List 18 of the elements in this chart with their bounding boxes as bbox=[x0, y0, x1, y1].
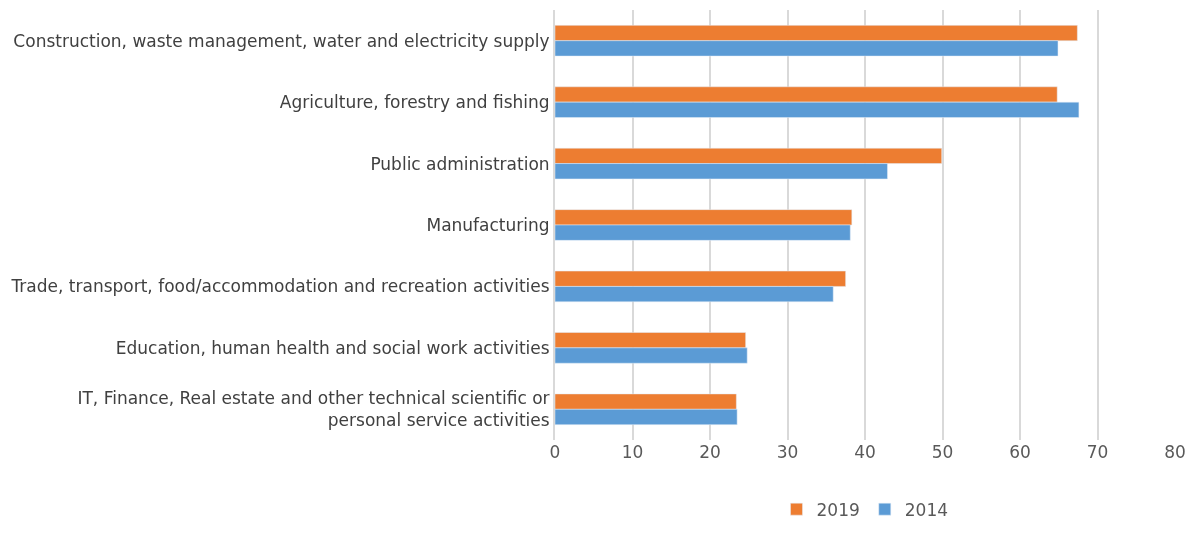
x-tick-label: 30 bbox=[776, 442, 799, 462]
legend-label: 2014 bbox=[904, 499, 949, 520]
y-tick-label: Education, human health and social work activities bbox=[115, 337, 550, 358]
x-tick-label: 70 bbox=[1086, 442, 1109, 462]
x-tick-label: 40 bbox=[854, 442, 876, 462]
y-tick-label: Manufacturing bbox=[426, 214, 550, 235]
y-tick-label: IT, Finance, Real estate and other technical scientific or personal service activities bbox=[77, 388, 550, 431]
y-tick-label: Construction, waste management, water and electricity supply bbox=[13, 30, 550, 51]
x-tick-label: 20 bbox=[699, 442, 721, 462]
x-tick-label: 80 bbox=[1164, 442, 1186, 462]
legend-label: 2019 bbox=[816, 499, 860, 520]
y-tick-label: Agriculture, forestry and fishing bbox=[279, 92, 550, 113]
x-tick-label: 10 bbox=[621, 442, 644, 462]
y-tick-label: Trade, transport, food/accommodation and recreation activities bbox=[10, 276, 550, 297]
x-tick-label: 60 bbox=[1009, 442, 1031, 462]
y-tick-label: Public administration bbox=[370, 153, 550, 174]
x-tick-label: 0 bbox=[549, 442, 561, 462]
x-tick-label: 50 bbox=[931, 442, 954, 462]
